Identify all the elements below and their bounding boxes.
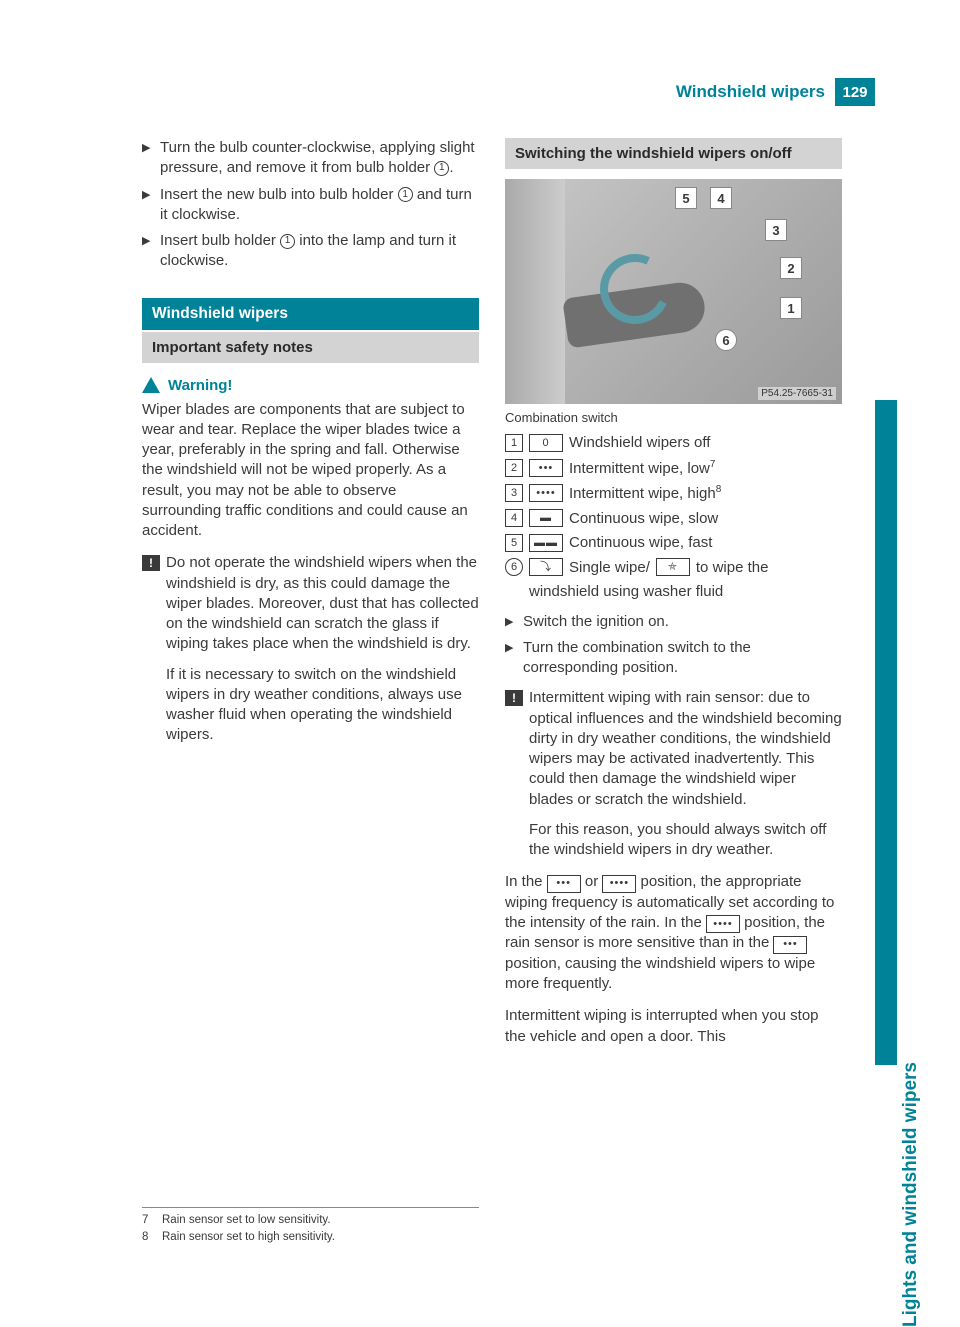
fn-num: 8	[142, 1229, 154, 1246]
page-number: 129	[835, 78, 875, 106]
list-row: 1 0 Windshield wipers off	[505, 433, 842, 453]
exclamation-icon: !	[142, 555, 160, 571]
note-continuation: If it is necessary to switch on the wind…	[166, 665, 479, 746]
caution-note: ! Do not operate the windshield wipers w…	[142, 553, 479, 654]
body-paragraph: In the ••• or •••• position, the appropr…	[505, 872, 842, 994]
list-text: Windshield wipers off	[569, 433, 842, 453]
step-text: Insert bulb holder	[160, 232, 280, 249]
diagram-caption: Combination switch	[505, 410, 842, 425]
list-row: 4 ▬ Continuous wipe, slow	[505, 509, 842, 529]
list-row: 2 ••• Intermittent wipe, low7	[505, 458, 842, 479]
list-row: 6 ⤵ Single wipe/ ⛤ to wipe the	[505, 558, 842, 578]
list-text: Continuous wipe, slow	[569, 509, 842, 529]
sym-box: •••	[547, 875, 581, 893]
footnote-ref: 7	[710, 459, 716, 470]
side-tab	[875, 400, 897, 1065]
sym-box: ••••	[529, 484, 563, 502]
triangle-icon: ▶	[505, 612, 523, 632]
subsection-heading: Important safety notes	[142, 332, 479, 363]
num-box: 1	[505, 434, 523, 452]
triangle-icon: ▶	[142, 138, 160, 179]
fn-text: Rain sensor set to low sensitivity.	[162, 1212, 331, 1229]
diagram-ref: P54.25-7665-31	[758, 387, 836, 400]
step-item: ▶ Turn the bulb counter-clockwise, apply…	[142, 138, 479, 179]
list-text: Intermittent wipe, low	[569, 460, 710, 477]
footnotes: 7 Rain sensor set to low sensitivity. 8 Ra…	[142, 1207, 479, 1247]
text: position, causing the windshield wipers …	[505, 955, 815, 992]
sym-box: •••	[773, 936, 807, 954]
num-box: 4	[505, 509, 523, 527]
list-text: Continuous wipe, fast	[569, 533, 842, 553]
header-title: Windshield wipers	[676, 78, 835, 106]
warning-icon	[142, 377, 160, 393]
num-circle: 6	[505, 558, 523, 576]
step-text: Turn the combination switch to the corre…	[523, 638, 842, 679]
list-text: to wipe the	[696, 558, 769, 578]
list-text: Intermittent wipe, high	[569, 485, 716, 502]
fn-text: Rain sensor set to high sensitivity.	[162, 1229, 335, 1246]
step-item: ▶ Turn the combination switch to the cor…	[505, 638, 842, 679]
footnote-ref: 8	[716, 484, 722, 495]
step-text: Insert the new bulb into bulb holder	[160, 186, 398, 203]
num-box: 5	[505, 534, 523, 552]
step-item: ▶ Switch the ignition on.	[505, 612, 842, 632]
sym-box: ▬	[529, 509, 563, 527]
fn-num: 7	[142, 1212, 154, 1229]
combination-switch-diagram: 5 4 3 2 1 6 P54.25-7665-31	[505, 179, 842, 404]
sym-box: 0	[529, 434, 563, 452]
callout-3: 3	[765, 219, 787, 241]
list-row: 3 •••• Intermittent wipe, high8	[505, 483, 842, 504]
subsection-heading: Switching the windshield wipers on/off	[505, 138, 842, 169]
left-column: ▶ Turn the bulb counter-clockwise, apply…	[142, 138, 479, 1059]
step-item: ▶ Insert the new bulb into bulb holder 1…	[142, 185, 479, 226]
triangle-icon: ▶	[505, 638, 523, 679]
num-box: 3	[505, 484, 523, 502]
ref-circle: 1	[434, 161, 449, 176]
sym-box: ••••	[602, 875, 636, 893]
warning-body: Wiper blades are components that are sub…	[142, 400, 479, 542]
ref-circle: 1	[280, 234, 295, 249]
list-continuation: windshield using washer fluid	[529, 582, 842, 602]
note-text: Intermittent wiping with rain sensor: du…	[529, 688, 842, 810]
page-header: Windshield wipers 129	[676, 78, 875, 106]
sym-box: •••	[529, 459, 563, 477]
text: In the	[505, 873, 547, 890]
callout-4: 4	[710, 187, 732, 209]
warning-label: Warning!	[168, 377, 232, 394]
exclamation-icon: !	[505, 690, 523, 706]
side-tab-label: Lights and windshield wipers	[900, 1062, 922, 1327]
note-continuation: For this reason, you should always switc…	[529, 820, 842, 861]
step-text: .	[449, 159, 453, 176]
caution-note: ! Intermittent wiping with rain sensor: …	[505, 688, 842, 810]
step-item: ▶ Insert bulb holder 1 into the lamp and…	[142, 231, 479, 272]
note-text: Do not operate the windshield wipers whe…	[166, 553, 479, 654]
section-heading: Windshield wipers	[142, 298, 479, 330]
triangle-icon: ▶	[142, 185, 160, 226]
callout-2: 2	[780, 257, 802, 279]
step-text: Switch the ignition on.	[523, 612, 842, 632]
sym-box: ⤵	[529, 558, 563, 576]
sym-box: ••••	[706, 915, 740, 933]
right-column: Switching the windshield wipers on/off 5…	[505, 138, 842, 1059]
triangle-icon: ▶	[142, 231, 160, 272]
list-text: Single wipe/	[569, 558, 650, 578]
callout-1: 1	[780, 297, 802, 319]
text: or	[581, 873, 603, 890]
callout-6: 6	[715, 329, 737, 351]
ref-circle: 1	[398, 187, 413, 202]
list-row: 5 ▬▬ Continuous wipe, fast	[505, 533, 842, 553]
sym-box: ⛤	[656, 558, 690, 576]
callout-5: 5	[675, 187, 697, 209]
warning-header: Warning!	[142, 377, 479, 394]
body-paragraph: Intermittent wiping is interrupted when …	[505, 1006, 842, 1047]
step-text: Turn the bulb counter-clockwise, applyin…	[160, 139, 475, 176]
num-box: 2	[505, 459, 523, 477]
sym-box: ▬▬	[529, 534, 563, 552]
